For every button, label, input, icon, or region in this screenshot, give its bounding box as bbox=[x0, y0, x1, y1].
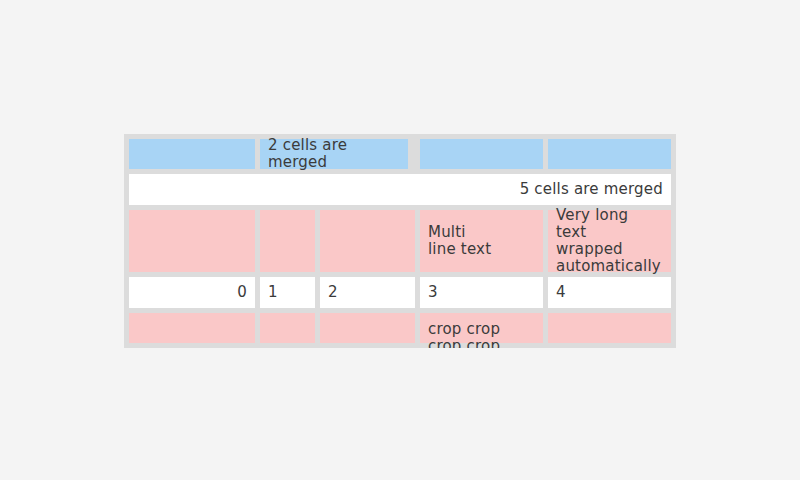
table-cell-r2c1[interactable] bbox=[260, 210, 315, 272]
table-cell-r0c3[interactable] bbox=[420, 139, 543, 169]
table-cell-r0c0[interactable] bbox=[129, 139, 255, 169]
table-cell-r2c4-wrapped[interactable]: Very long text wrapped automatically bbox=[548, 210, 671, 272]
table-cell-r3c2[interactable]: 2 bbox=[320, 277, 415, 308]
table-cell-r2c3-multiline[interactable]: Multi line text bbox=[420, 210, 543, 272]
table-cell-r4c2[interactable] bbox=[320, 313, 415, 343]
demo-table: 2 cells are merged 5 cells are merged Mu… bbox=[124, 134, 676, 348]
table-cell-r1-merged-5cols[interactable]: 5 cells are merged bbox=[129, 174, 671, 205]
table-cell-r4c0[interactable] bbox=[129, 313, 255, 343]
table-cell-r3c1[interactable]: 1 bbox=[260, 277, 315, 308]
table-cell-r4c3-cropped-text[interactable]: crop crop crop crop bbox=[420, 313, 543, 343]
table-cell-r0c4[interactable] bbox=[548, 139, 671, 169]
table-cell-r3c4[interactable]: 4 bbox=[548, 277, 671, 308]
table-cell-r2c2[interactable] bbox=[320, 210, 415, 272]
table-cell-r2c0[interactable] bbox=[129, 210, 255, 272]
table-cell-r0c1-merged-2cols[interactable]: 2 cells are merged bbox=[260, 139, 408, 169]
table-cell-r3c0[interactable]: 0 bbox=[129, 277, 255, 308]
table-cell-r3c3[interactable]: 3 bbox=[420, 277, 543, 308]
table-cell-r4c1[interactable] bbox=[260, 313, 315, 343]
table-cell-r4c4[interactable] bbox=[548, 313, 671, 343]
